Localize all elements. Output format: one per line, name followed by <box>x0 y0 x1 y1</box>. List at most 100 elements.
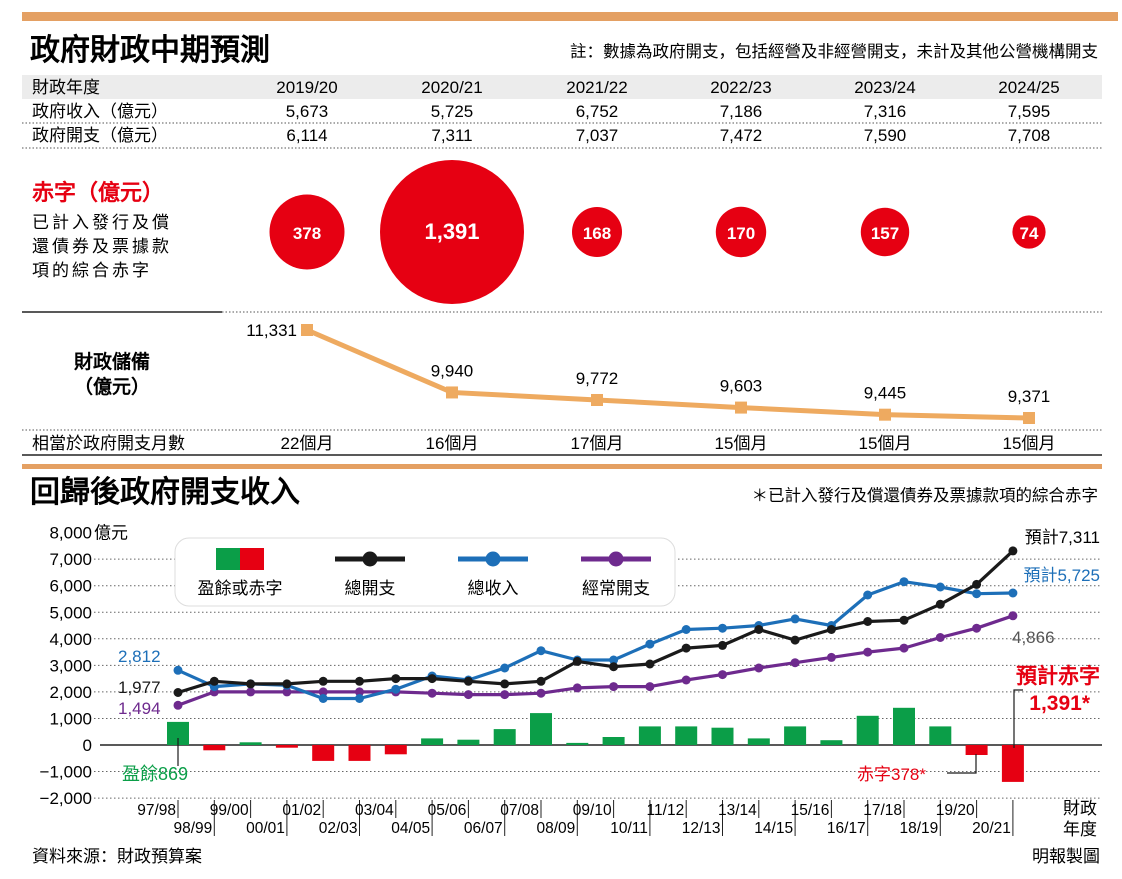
reserves-title-line2: （億元） <box>74 375 150 398</box>
publisher-credit: 明報製圖 <box>1032 847 1100 866</box>
expenditure-value: 7,311 <box>431 126 472 145</box>
annotation-deficit: 赤字378* <box>857 765 926 784</box>
expenditure-value: 7,472 <box>720 126 763 145</box>
annotation-surplus: 盈餘869 <box>122 764 188 784</box>
series-point <box>536 646 546 656</box>
series-point <box>790 635 800 645</box>
series-point <box>1008 611 1018 621</box>
x-tick-label: 10/11 <box>610 820 648 837</box>
annotation-rev-end: 預計5,725 <box>1023 566 1100 585</box>
series-point <box>899 643 909 653</box>
x-tick-label: 01/02 <box>282 802 321 819</box>
reserves-label: 9,445 <box>864 384 907 403</box>
series-point <box>173 688 183 697</box>
series-point <box>463 676 473 686</box>
x-tick-label: 14/15 <box>754 820 793 837</box>
reserves-label: 9,371 <box>1008 387 1051 406</box>
legend-marker-total-rev <box>485 551 501 567</box>
months-value: 15個月 <box>1003 434 1056 453</box>
series-line <box>177 549 1014 695</box>
series-point <box>318 694 328 703</box>
series-point <box>355 687 364 697</box>
surplus-deficit-bar <box>312 745 335 761</box>
deficit-bubble-label: 74 <box>1020 224 1039 243</box>
series-point <box>355 676 364 686</box>
series-point <box>899 615 909 625</box>
y-tick-label: 3,000 <box>49 656 92 675</box>
x-tick-label: 06/07 <box>464 820 503 837</box>
expenditure-value: 7,037 <box>576 126 619 145</box>
annotation-projected-deficit-line2: 1,391* <box>1029 692 1091 715</box>
deficit-desc-line2: 還債券及票據款 <box>32 237 172 256</box>
series-point <box>935 582 945 592</box>
series-point <box>681 625 691 634</box>
surplus-deficit-bar <box>167 721 189 745</box>
legend-marker-total-exp <box>362 551 378 567</box>
x-axis: 97/9898/9999/0000/0101/0202/0303/0404/05… <box>137 800 1014 837</box>
reserves-line-chart: 11,331 9,940 9,772 9,603 9,445 9,371 <box>246 321 1050 424</box>
surplus-deficit-bar <box>421 738 444 745</box>
deficit-bubble-label: 1,391 <box>424 219 479 244</box>
surplus-deficit-bar <box>711 727 734 745</box>
surplus-deficit-bar <box>893 707 915 745</box>
deficit-bubble <box>1012 215 1046 249</box>
series-point <box>972 579 982 589</box>
series-point <box>609 662 619 672</box>
series-point <box>754 663 764 673</box>
annotation-deficit-leader <box>947 754 977 774</box>
series-point <box>609 655 619 665</box>
reserves-label: 9,940 <box>431 361 474 380</box>
x-tick-label: 04/05 <box>391 820 430 837</box>
x-tick-label: 15/16 <box>791 802 830 819</box>
reserves-marker <box>1023 412 1035 424</box>
surplus-deficit-bar <box>348 745 371 761</box>
table-header-label: 財政年度 <box>32 78 100 97</box>
year-header: 2020/21 <box>421 78 482 97</box>
x-tick-label: 00/01 <box>246 820 285 837</box>
annotation-rec-end: 4,866 <box>1012 628 1055 647</box>
series-point <box>863 647 873 657</box>
reserves-marker <box>591 393 603 406</box>
y-tick-label: 1,000 <box>49 709 92 728</box>
series-point <box>173 665 183 675</box>
y-tick-label: 8,000 <box>49 524 92 543</box>
series-point <box>972 589 982 599</box>
surplus-deficit-bar <box>675 726 698 745</box>
months-row-label: 相當於政府開支月數 <box>32 434 185 453</box>
surplus-deficit-bar <box>784 726 807 745</box>
deficit-bubble <box>860 207 910 257</box>
expenditure-values: 6,114 7,311 7,037 7,472 7,590 7,708 <box>286 126 1050 145</box>
x-tick-label: 03/04 <box>355 802 394 819</box>
surplus-deficit-bar <box>384 745 407 755</box>
expenditure-value: 6,114 <box>286 126 327 145</box>
surplus-deficit-bar <box>638 726 661 745</box>
series-line <box>177 580 1013 701</box>
deficit-bubble <box>715 206 767 258</box>
legend-marker-recurrent-exp <box>608 551 624 567</box>
year-header: 2019/20 <box>276 78 337 97</box>
revenue-value: 7,595 <box>1008 102 1051 121</box>
series-point <box>282 687 292 697</box>
annotation-projected-deficit-leader <box>1013 689 1023 748</box>
expenditure-value: 7,590 <box>864 126 907 145</box>
series-point <box>463 690 473 700</box>
series-point <box>173 700 183 710</box>
annotation-exp-start: 1,977 <box>118 678 161 697</box>
series-point <box>536 676 546 686</box>
series-point <box>645 639 655 649</box>
x-axis-title-line2: 年度 <box>1063 820 1097 839</box>
series-point <box>1008 588 1018 598</box>
surplus-deficit-bar <box>1001 745 1024 782</box>
series-point <box>500 663 510 673</box>
series-point <box>645 682 655 692</box>
y-tick-label: 6,000 <box>49 577 92 596</box>
y-tick-label: 7,000 <box>49 550 92 569</box>
x-tick-label: 08/09 <box>537 820 576 837</box>
forecast-note: 註：數據為政府開支，包括經營及非經營開支，未計及其他公營機構開支 <box>570 42 1098 61</box>
series-point <box>536 688 546 698</box>
surplus-deficit-bar <box>747 738 770 745</box>
reserves-label: 11,331 <box>246 321 297 340</box>
x-tick-label: 18/19 <box>900 820 939 837</box>
x-tick-label: 07/08 <box>500 802 539 819</box>
year-header: 2022/23 <box>710 78 771 97</box>
